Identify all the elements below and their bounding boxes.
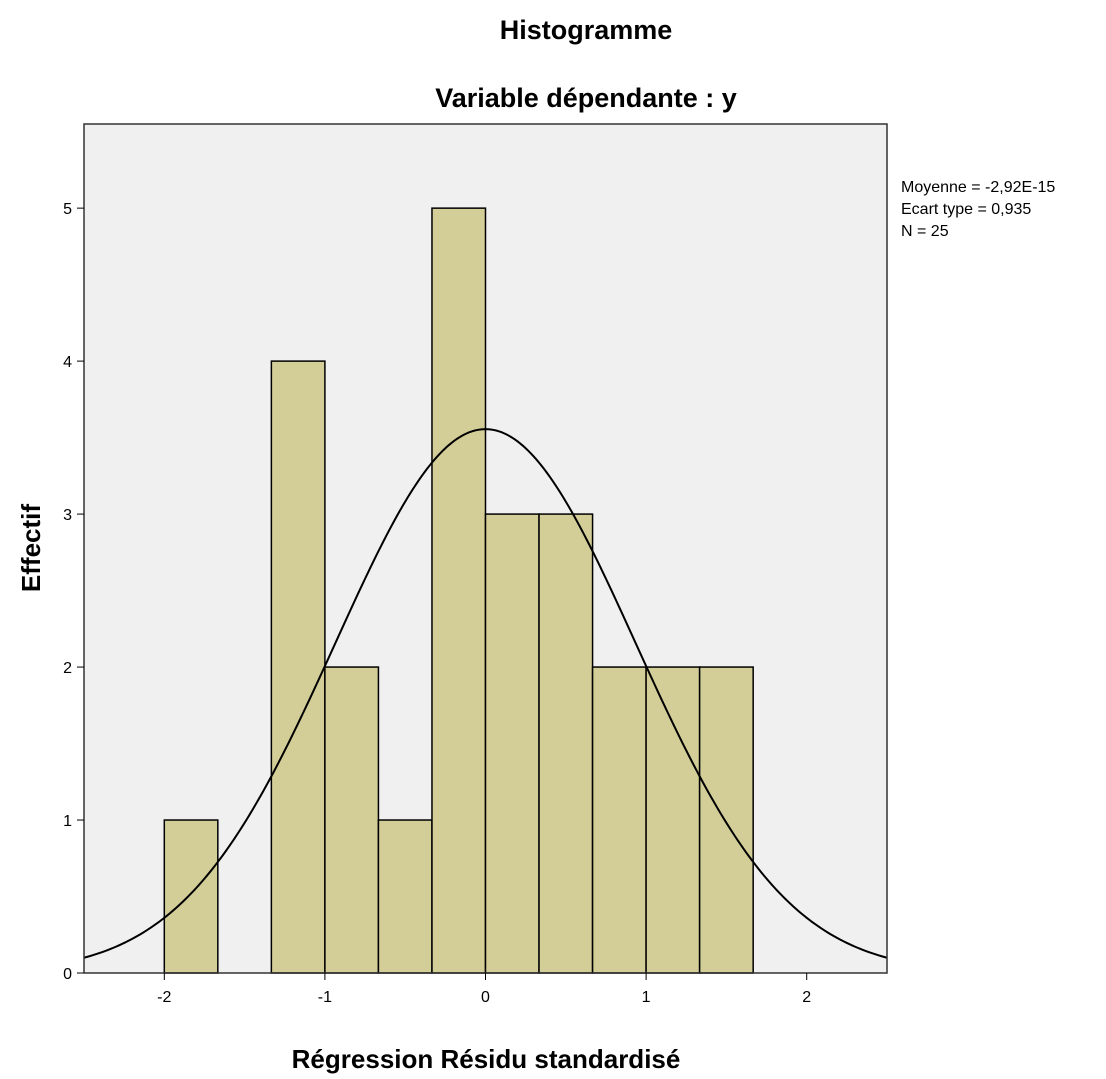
- histogram-bar: [698, 666, 754, 974]
- normal-curve: [83, 428, 888, 959]
- x-tick-label: -2: [157, 989, 171, 1006]
- histogram-bar: [645, 666, 701, 974]
- chart-title: Histogramme: [500, 15, 673, 45]
- y-tick-label: 2: [63, 660, 72, 677]
- histogram-bar: [538, 513, 594, 974]
- y-tick-label: 0: [63, 966, 72, 983]
- y-tick-label: 3: [63, 507, 72, 524]
- x-tick-label: -1: [318, 989, 332, 1006]
- histogram-bar: [484, 513, 540, 974]
- y-axis: 0 1 2 3 4 5: [63, 201, 84, 983]
- histogram-bar: [377, 819, 433, 974]
- histogram-bar: [270, 360, 326, 974]
- stats-n: N = 25: [901, 223, 949, 240]
- histogram-bar: [324, 666, 380, 974]
- x-tick-label: 0: [481, 989, 490, 1006]
- y-axis-label: Effectif: [16, 504, 46, 592]
- y-tick-label: 4: [63, 354, 72, 371]
- histogram-bar: [431, 207, 487, 974]
- stats-mean: Moyenne = -2,92E-15: [901, 179, 1055, 196]
- stats-sd: Ecart type = 0,935: [901, 201, 1031, 218]
- y-tick-label: 5: [63, 201, 72, 218]
- histogram-bar: [591, 666, 647, 974]
- stats-box: Moyenne = -2,92E-15 Ecart type = 0,935 N…: [901, 179, 1055, 240]
- x-axis-label: Régression Résidu standardisé: [292, 1044, 681, 1074]
- x-tick-label: 2: [802, 989, 811, 1006]
- y-tick-label: 1: [63, 813, 72, 830]
- chart-subtitle: Variable dépendante : y: [435, 83, 737, 113]
- histogram-bars: [163, 207, 754, 974]
- x-axis: -2 -1 0 1 2: [157, 973, 811, 1006]
- histogram-bar: [163, 819, 219, 974]
- x-tick-label: 1: [642, 989, 651, 1006]
